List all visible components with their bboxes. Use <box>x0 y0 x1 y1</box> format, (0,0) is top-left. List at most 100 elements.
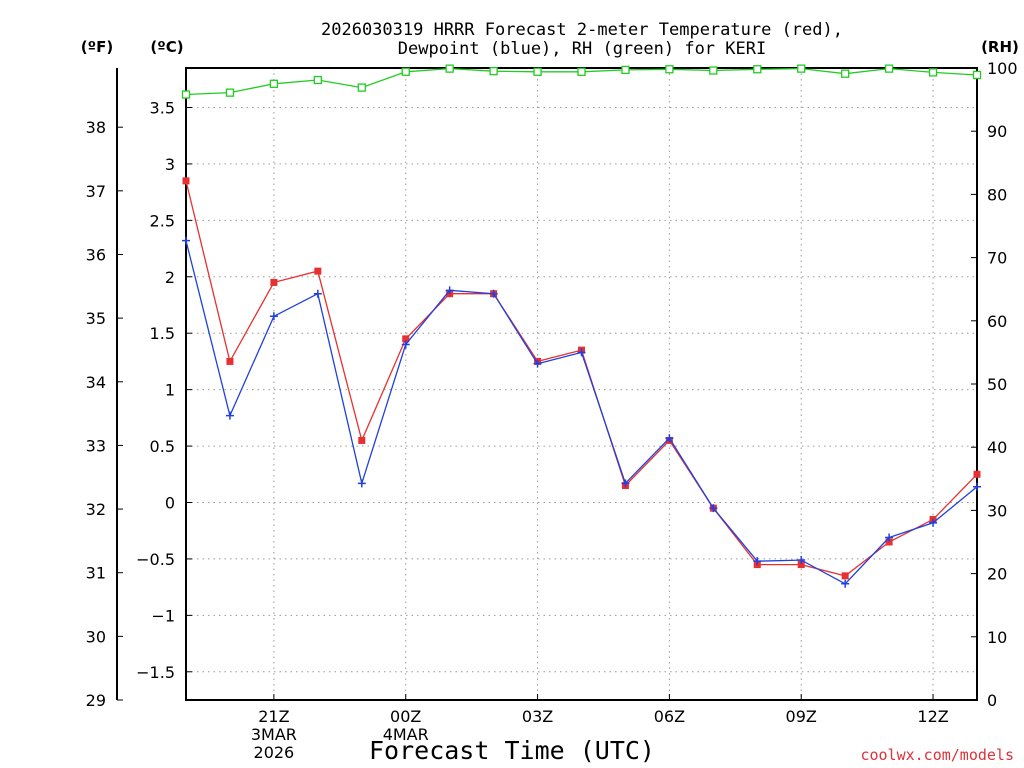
rh-point <box>841 69 850 78</box>
dewpoint-point <box>973 482 981 491</box>
rh-point <box>928 68 938 77</box>
rh-tick-label: 60 <box>987 312 1007 331</box>
time-tick-label: 4MAR <box>383 725 429 744</box>
temperature-point <box>314 267 322 275</box>
chart-title-line1: 2026030319 HRRR Forecast 2-meter Tempera… <box>321 20 843 40</box>
temperature-point <box>226 357 234 365</box>
rh-unit-label: (RH) <box>981 38 1019 56</box>
data-series <box>181 64 982 588</box>
rh-point <box>709 66 718 75</box>
dewpoint-point <box>533 359 542 368</box>
dewpoint-point <box>621 479 630 488</box>
dewpoint-point <box>841 579 850 588</box>
fahrenheit-tick-label: 30 <box>86 627 106 646</box>
temperature-point <box>841 572 849 580</box>
rh-tick-label: 30 <box>987 501 1007 520</box>
dewpoint-point <box>489 289 498 298</box>
temperature-series <box>182 177 981 580</box>
dewpoint-point <box>313 289 322 298</box>
rh-point <box>489 67 498 76</box>
rh-point <box>181 90 191 99</box>
dewpoint-series <box>182 236 981 588</box>
dewpoint-point <box>401 340 410 349</box>
fahrenheit-tick-label: 33 <box>86 436 106 455</box>
time-tick-label: 06Z <box>654 707 685 726</box>
rh-tick-label: 0 <box>987 691 997 710</box>
temperature-line <box>185 180 978 577</box>
fahrenheit-tick-label: 31 <box>86 564 106 583</box>
celsius-tick-label: −0.5 <box>136 550 175 569</box>
rh-tick-label: 50 <box>987 375 1007 394</box>
celsius-tick-label: 2 <box>165 268 175 287</box>
rh-tick-label: 20 <box>987 565 1007 584</box>
temperature-point <box>270 278 278 286</box>
grid-lines <box>186 68 977 700</box>
time-tick-label: 00Z <box>390 707 421 726</box>
fahrenheit-tick-label: 36 <box>86 245 106 264</box>
dewpoint-line <box>185 240 978 585</box>
rh-point <box>884 64 894 73</box>
plot-frame <box>185 67 978 701</box>
celsius-tick-label: −1.5 <box>136 663 175 682</box>
rh-point <box>225 88 235 97</box>
celsius-tick-label: 0.5 <box>150 437 175 456</box>
rh-tick-label: 90 <box>987 122 1007 141</box>
celsius-tick-label: 3.5 <box>150 99 175 118</box>
rh-point <box>753 65 762 74</box>
time-tick-label: 12Z <box>917 707 948 726</box>
temperature-point <box>358 436 366 444</box>
temperature-point <box>182 177 190 185</box>
celsius-tick-label: 3 <box>165 155 175 174</box>
rh-tick-label: 100 <box>987 59 1018 78</box>
temperature-point <box>973 470 981 478</box>
rh-point <box>357 83 366 92</box>
dewpoint-point <box>753 557 762 566</box>
rh-series <box>181 64 982 99</box>
dewpoint-point <box>577 348 586 357</box>
dewpoint-point <box>357 479 366 488</box>
temperature-point <box>402 335 410 343</box>
time-tick-label: 09Z <box>786 707 817 726</box>
credit-text: coolwx.com/models <box>860 746 1014 764</box>
fahrenheit-tick-label: 34 <box>86 373 106 392</box>
celsius-tick-label: −1 <box>151 606 175 625</box>
celsius-tick-label: 2.5 <box>150 211 175 230</box>
dewpoint-point <box>665 434 674 443</box>
dewpoint-point <box>445 286 454 295</box>
time-tick-label: 03Z <box>522 707 553 726</box>
rh-point <box>401 67 410 76</box>
fahrenheit-axis: 29 30 31 32 33 34 35 36 37 38 <box>86 118 123 710</box>
celsius-tick-label: 1 <box>165 381 175 400</box>
fahrenheit-tick-label: 29 <box>86 691 106 710</box>
chart-title-line2: Dewpoint (blue), RH (green) for KERI <box>398 39 766 59</box>
fahrenheit-tick-label: 35 <box>86 309 106 328</box>
fahrenheit-tick-label: 32 <box>86 500 106 519</box>
time-tick-label: 21Z <box>258 707 289 726</box>
rh-tick-label: 10 <box>987 628 1007 647</box>
dewpoint-point <box>797 556 806 565</box>
rh-tick-label: 80 <box>987 185 1007 204</box>
temperature-point <box>885 538 893 546</box>
celsius-tick-label: 1.5 <box>150 324 175 343</box>
rh-point <box>533 67 542 76</box>
fahrenheit-tick-label: 38 <box>86 118 106 137</box>
fahrenheit-unit-label: (ºF) <box>81 38 113 56</box>
rh-tick-label: 70 <box>987 249 1007 268</box>
dewpoint-point <box>225 411 234 420</box>
celsius-axis: −1.5 −1 −0.5 0 0.5 1 1.5 2 2.5 3 3.5 <box>136 99 192 682</box>
fahrenheit-tick-label: 37 <box>86 182 106 201</box>
dewpoint-point <box>182 236 190 245</box>
rh-axis: 0 10 20 30 40 50 60 70 80 90 100 <box>971 59 1018 710</box>
rh-point <box>972 70 982 80</box>
rh-point <box>797 64 806 73</box>
rh-point <box>269 79 279 88</box>
rh-point <box>665 65 674 74</box>
dewpoint-point <box>885 533 894 542</box>
celsius-tick-label: 0 <box>165 494 175 513</box>
dewpoint-point <box>269 312 278 321</box>
rh-point <box>313 75 322 85</box>
rh-point <box>577 67 586 76</box>
dewpoint-point <box>929 518 938 527</box>
